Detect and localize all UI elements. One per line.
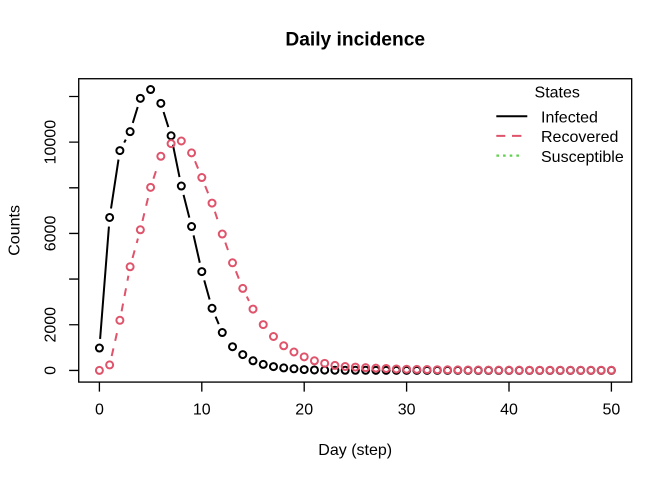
svg-text:10: 10 xyxy=(193,402,211,419)
svg-text:20: 20 xyxy=(295,402,313,419)
svg-text:Infected: Infected xyxy=(541,109,598,126)
svg-text:10000: 10000 xyxy=(43,120,60,165)
svg-text:50: 50 xyxy=(603,402,621,419)
svg-text:Daily incidence: Daily incidence xyxy=(285,30,425,51)
svg-text:Counts: Counts xyxy=(7,205,24,256)
svg-text:0: 0 xyxy=(95,402,104,419)
svg-text:0: 0 xyxy=(43,366,60,375)
svg-text:Day (step): Day (step) xyxy=(318,442,392,459)
svg-text:2000: 2000 xyxy=(43,307,60,343)
svg-text:Recovered: Recovered xyxy=(541,129,618,146)
svg-text:Susceptible: Susceptible xyxy=(541,149,624,166)
svg-text:States: States xyxy=(535,84,580,101)
svg-text:30: 30 xyxy=(398,402,416,419)
svg-text:6000: 6000 xyxy=(43,216,60,252)
svg-text:40: 40 xyxy=(500,402,518,419)
